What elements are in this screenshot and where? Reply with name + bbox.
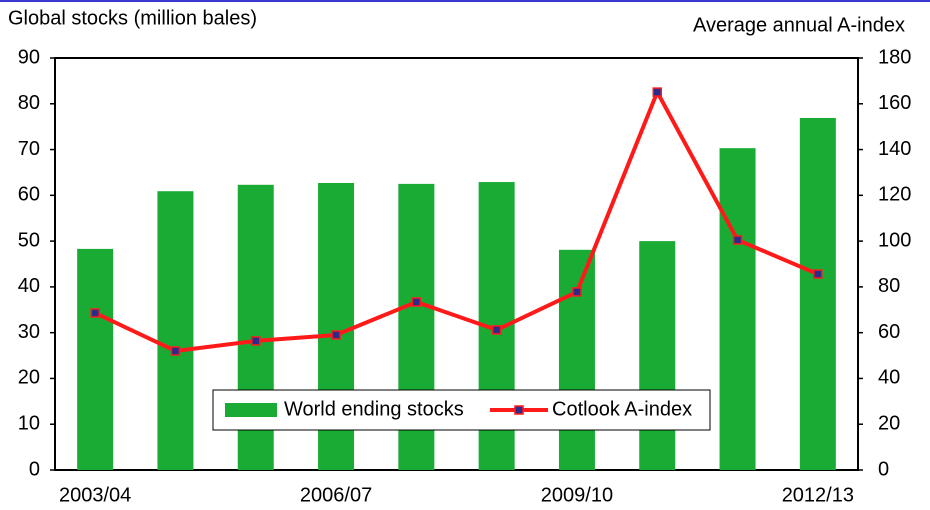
line-marker bbox=[170, 346, 181, 356]
bar bbox=[77, 248, 114, 470]
x-tick-label: 2012/13 bbox=[782, 484, 854, 506]
x-tick-label: 2009/10 bbox=[541, 484, 613, 506]
y-tick-label: 50 bbox=[18, 229, 40, 251]
y2-axis-title: Average annual A-index bbox=[693, 14, 905, 36]
y2-tick-label: 140 bbox=[878, 138, 911, 160]
line-marker bbox=[90, 308, 100, 318]
line-marker bbox=[251, 336, 261, 346]
y2-tick-label: 180 bbox=[878, 46, 911, 68]
x-tick-label: 2006/07 bbox=[300, 484, 372, 506]
legend-marker bbox=[514, 405, 524, 415]
legend-swatch bbox=[225, 403, 277, 417]
line-marker bbox=[732, 235, 743, 245]
y2-tick-label: 20 bbox=[878, 413, 900, 435]
line-marker bbox=[491, 325, 502, 335]
y-tick-label: 70 bbox=[18, 138, 40, 160]
y2-tick-label: 160 bbox=[878, 92, 911, 114]
bar bbox=[639, 241, 676, 470]
legend-box bbox=[212, 389, 711, 431]
line-marker bbox=[813, 269, 823, 279]
y2-tick-label: 40 bbox=[878, 367, 900, 389]
bar bbox=[157, 191, 194, 471]
line-marker bbox=[652, 87, 662, 97]
line-marker bbox=[411, 297, 422, 307]
y2-tick-label: 0 bbox=[878, 458, 889, 480]
y2-tick-label: 80 bbox=[878, 275, 900, 297]
line-marker bbox=[331, 330, 341, 340]
y2-tick-label: 120 bbox=[878, 184, 911, 206]
y-tick-label: 80 bbox=[18, 92, 40, 114]
y-tick-label: 90 bbox=[18, 46, 40, 68]
y-tick-label: 0 bbox=[29, 458, 40, 480]
x-tick-label: 2003/04 bbox=[59, 484, 131, 506]
y-tick-label: 60 bbox=[18, 184, 40, 206]
line bbox=[94, 90, 819, 353]
y-tick-label: 10 bbox=[18, 413, 40, 435]
bar bbox=[558, 249, 595, 470]
bar bbox=[799, 117, 836, 471]
y-axis-title: Global stocks (million bales) bbox=[8, 7, 257, 29]
line-marker bbox=[572, 287, 582, 297]
legend-label: World ending stocks bbox=[284, 398, 464, 420]
y-tick-label: 30 bbox=[18, 321, 40, 343]
y-tick-label: 40 bbox=[18, 275, 40, 297]
bar bbox=[719, 148, 756, 470]
plot-frame bbox=[54, 57, 859, 471]
y2-tick-label: 100 bbox=[878, 229, 911, 251]
y-tick-label: 20 bbox=[18, 367, 40, 389]
y2-tick-label: 60 bbox=[878, 321, 900, 343]
legend-label: Cotlook A-index bbox=[552, 398, 692, 420]
